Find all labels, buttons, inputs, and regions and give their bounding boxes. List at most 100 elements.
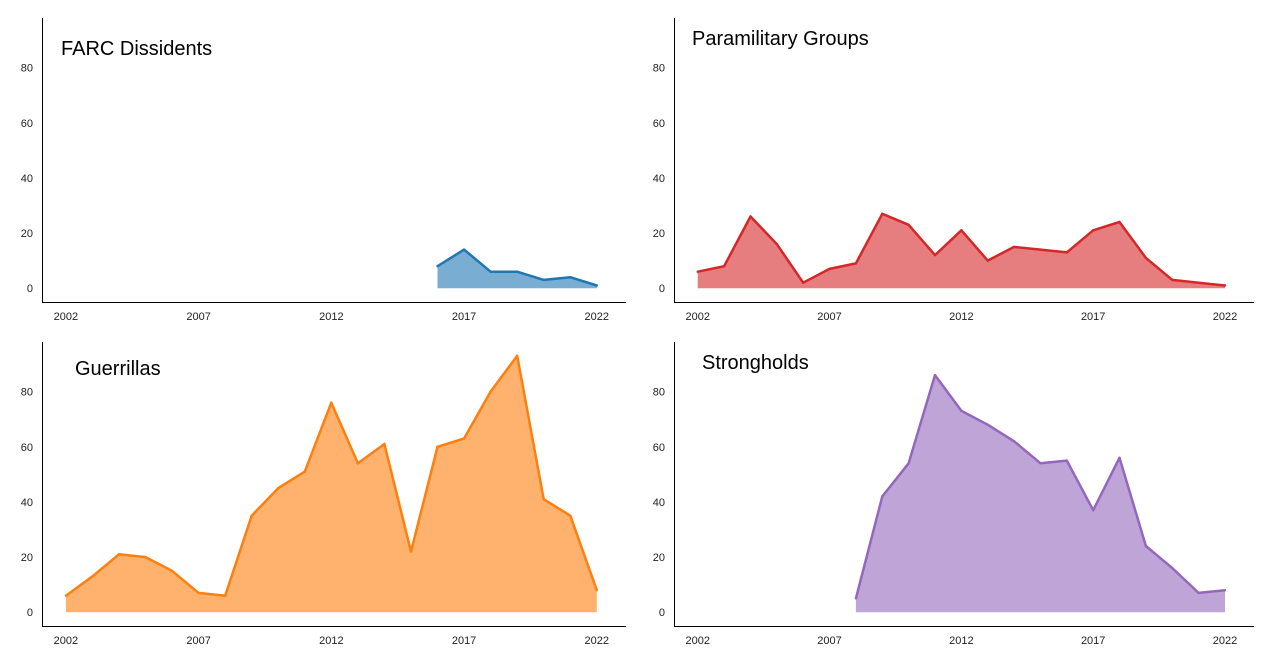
x-tick-label: 2022 bbox=[585, 635, 609, 647]
data-point bbox=[1118, 220, 1121, 224]
data-point bbox=[1092, 229, 1095, 232]
data-point bbox=[1144, 544, 1148, 548]
data-point bbox=[436, 445, 439, 448]
y-tick-label: 80 bbox=[21, 63, 33, 75]
data-point bbox=[436, 265, 439, 268]
y-tick-label: 40 bbox=[653, 173, 665, 185]
x-tick-label: 2017 bbox=[452, 635, 476, 647]
chart-title: FARC Dissidents bbox=[61, 38, 212, 60]
x-tick-label: 2002 bbox=[54, 311, 78, 323]
y-tick-label: 40 bbox=[21, 173, 33, 185]
data-point bbox=[1223, 284, 1227, 287]
data-point bbox=[960, 229, 963, 232]
data-point bbox=[986, 259, 989, 262]
data-point bbox=[1223, 589, 1227, 592]
area-fill bbox=[855, 375, 1225, 613]
area-fill bbox=[65, 355, 597, 613]
x-tick-label: 2022 bbox=[585, 311, 609, 323]
data-point bbox=[907, 462, 910, 465]
data-point bbox=[1144, 256, 1148, 260]
x-tick-label: 2012 bbox=[319, 311, 343, 323]
y-tick-label: 60 bbox=[653, 118, 665, 130]
data-point bbox=[569, 514, 572, 517]
y-tick-label: 0 bbox=[27, 283, 33, 295]
data-point bbox=[277, 486, 280, 490]
data-point bbox=[1197, 281, 1200, 284]
y-tick-label: 20 bbox=[653, 228, 665, 240]
data-point bbox=[1039, 248, 1042, 251]
data-point bbox=[1039, 462, 1042, 465]
data-point bbox=[881, 212, 884, 215]
y-tick-label: 20 bbox=[653, 552, 665, 564]
x-tick-label: 2017 bbox=[1081, 635, 1105, 647]
data-point bbox=[516, 354, 519, 357]
y-tick-label: 60 bbox=[21, 442, 33, 454]
x-tick-label: 2007 bbox=[817, 635, 841, 647]
x-tick-label: 2012 bbox=[949, 635, 973, 647]
data-point bbox=[775, 242, 778, 246]
data-point bbox=[1012, 440, 1016, 443]
data-point bbox=[854, 262, 858, 265]
x-tick-label: 2022 bbox=[1213, 635, 1237, 647]
data-point bbox=[749, 215, 752, 218]
data-point bbox=[1197, 591, 1200, 595]
data-point bbox=[91, 575, 94, 578]
data-point bbox=[197, 591, 200, 595]
y-tick-label: 20 bbox=[21, 228, 33, 240]
y-tick-label: 0 bbox=[659, 283, 665, 295]
data-point bbox=[64, 594, 68, 597]
data-point bbox=[356, 462, 360, 465]
x-tick-label: 2002 bbox=[54, 635, 78, 647]
y-tick-label: 40 bbox=[653, 497, 665, 509]
area-fill bbox=[697, 213, 1225, 289]
y-tick-label: 60 bbox=[21, 118, 33, 130]
y-tick-label: 80 bbox=[653, 63, 665, 75]
y-tick-label: 0 bbox=[659, 607, 665, 619]
data-point bbox=[986, 423, 989, 426]
data-point bbox=[250, 514, 253, 517]
x-tick-label: 2017 bbox=[452, 311, 476, 323]
data-point bbox=[542, 498, 545, 501]
data-point bbox=[516, 270, 519, 273]
y-tick-label: 80 bbox=[21, 387, 33, 399]
data-point bbox=[1065, 459, 1069, 462]
data-point bbox=[489, 390, 492, 393]
data-point bbox=[1171, 278, 1174, 282]
y-tick-label: 40 bbox=[21, 497, 33, 509]
x-tick-label: 2022 bbox=[1213, 311, 1237, 323]
data-point bbox=[1065, 251, 1069, 254]
chart-title: Paramilitary Groups bbox=[692, 28, 869, 50]
data-point bbox=[933, 373, 937, 377]
data-point bbox=[595, 589, 598, 592]
y-tick-label: 20 bbox=[21, 552, 33, 564]
x-tick-label: 2007 bbox=[817, 311, 841, 323]
data-point bbox=[1118, 456, 1121, 459]
data-point bbox=[330, 401, 333, 404]
data-point bbox=[722, 265, 726, 268]
data-point bbox=[303, 470, 306, 473]
x-tick-label: 2002 bbox=[685, 311, 709, 323]
chart-panel: 0 20 40 60 80 2002 2007 2012 2017 2022 FARC Dissid… bbox=[21, 18, 626, 323]
x-tick-label: 2017 bbox=[1081, 311, 1105, 323]
data-point bbox=[170, 569, 174, 573]
x-tick-label: 2007 bbox=[186, 311, 210, 323]
data-point bbox=[595, 284, 598, 287]
data-point bbox=[960, 409, 963, 413]
data-point bbox=[1092, 509, 1095, 512]
chart-title: Strongholds bbox=[702, 352, 809, 374]
data-point bbox=[828, 267, 831, 271]
data-point bbox=[802, 281, 805, 284]
x-tick-label: 2012 bbox=[949, 311, 973, 323]
data-point bbox=[462, 248, 466, 251]
data-point bbox=[542, 278, 545, 282]
data-point bbox=[409, 550, 413, 553]
data-point bbox=[1012, 245, 1016, 249]
data-point bbox=[489, 270, 492, 273]
y-tick-label: 0 bbox=[27, 607, 33, 619]
chart-panel: 0 20 40 60 80 2002 2007 2012 2017 2022 Paramilitar… bbox=[653, 18, 1254, 323]
data-point bbox=[569, 276, 572, 279]
chart-panel: 0 20 40 60 80 2002 2007 2012 2017 2022 Strongholds bbox=[653, 342, 1254, 647]
data-point bbox=[933, 253, 937, 257]
data-point bbox=[881, 495, 884, 498]
